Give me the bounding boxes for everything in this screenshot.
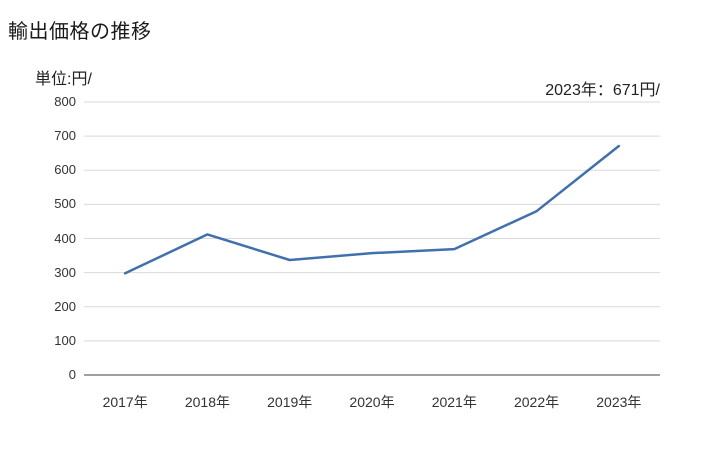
x-axis-tick-label: 2020年 <box>349 394 395 410</box>
x-axis-tick-label: 2019年 <box>267 394 313 410</box>
chart-title: 輸出価格の推移 <box>8 21 152 43</box>
price-line-series <box>123 144 621 275</box>
y-axis-tick-label: 600 <box>54 162 76 178</box>
y-axis-tick-label: 200 <box>54 298 76 314</box>
y-axis-tick-label: 500 <box>54 196 76 212</box>
x-axis-tick-label: 2017年 <box>102 394 148 410</box>
x-axis-tick-label: 2018年 <box>184 394 230 410</box>
y-axis-tick-label: 300 <box>54 264 76 280</box>
x-axis-tick-label: 2022年 <box>513 394 560 410</box>
latest-value-annotation: 2023年：671円/ <box>545 82 660 99</box>
y-axis-tick-label: 0 <box>68 367 76 382</box>
y-axis-tick-label: 800 <box>54 94 76 109</box>
unit-label: 単位:円/ <box>35 71 92 88</box>
x-axis-tick-label: 2023年 <box>596 394 642 410</box>
y-axis-tick-label: 400 <box>54 230 76 246</box>
y-axis-tick-label: 100 <box>54 332 76 348</box>
x-axis-tick-label: 2021年 <box>431 394 477 410</box>
y-axis-tick-label: 700 <box>54 128 76 144</box>
